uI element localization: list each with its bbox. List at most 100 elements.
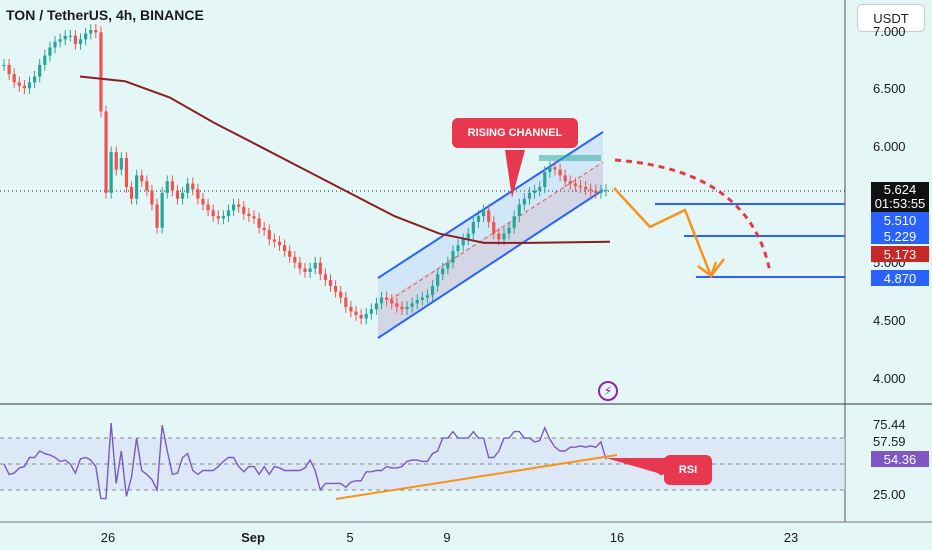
candle-body[interactable] (78, 39, 83, 44)
candle-body[interactable] (568, 181, 572, 184)
candle-body[interactable] (124, 157, 129, 188)
candle-body[interactable] (84, 33, 88, 40)
candle-body[interactable] (532, 190, 537, 193)
channel-lower-line[interactable] (377, 189, 604, 339)
rsi-callout[interactable]: RSI (664, 455, 712, 485)
candle-body[interactable] (379, 297, 384, 304)
candle-body[interactable] (420, 297, 424, 300)
candle-body[interactable] (385, 297, 389, 300)
candle-body[interactable] (400, 306, 404, 310)
candle-body[interactable] (12, 74, 16, 83)
candle-body[interactable] (175, 190, 180, 199)
candle-body[interactable] (237, 204, 241, 207)
candle-body[interactable] (99, 32, 103, 112)
candle-body[interactable] (589, 189, 593, 191)
candle-body[interactable] (471, 221, 475, 234)
candle-body[interactable] (599, 190, 603, 193)
candle-body[interactable] (476, 216, 481, 222)
main-pane[interactable] (0, 0, 845, 404)
candle-body[interactable] (364, 313, 368, 319)
rsi-line[interactable] (3, 422, 607, 500)
candle-body[interactable] (201, 198, 205, 205)
candle-body[interactable] (308, 268, 312, 272)
candle-body[interactable] (109, 152, 113, 193)
candle-body[interactable] (277, 241, 282, 246)
rsi-current-tag[interactable]: 54.36 (871, 451, 929, 467)
candle-body[interactable] (328, 280, 333, 286)
candle-body[interactable] (114, 152, 118, 170)
candle-body[interactable] (583, 187, 588, 190)
candle-body[interactable] (247, 213, 251, 217)
candle-body[interactable] (216, 216, 220, 219)
candle-body[interactable] (369, 309, 373, 314)
candle-body[interactable] (145, 181, 149, 191)
candle-body[interactable] (522, 198, 526, 205)
candle-body[interactable] (558, 169, 562, 176)
candle-body[interactable] (191, 183, 195, 190)
candle-body[interactable] (354, 311, 358, 316)
candle-body[interactable] (313, 262, 317, 269)
candle-body[interactable] (410, 303, 414, 307)
candle-body[interactable] (155, 204, 159, 228)
candle-body[interactable] (68, 35, 72, 37)
candle-body[interactable] (456, 245, 460, 252)
candle-body[interactable] (512, 216, 516, 228)
level-tag-2[interactable]: 5.229 (871, 228, 929, 244)
candle-body[interactable] (38, 64, 42, 77)
candle-body[interactable] (481, 210, 486, 217)
candle-body[interactable] (17, 82, 21, 86)
candle-body[interactable] (446, 262, 450, 269)
candle-body[interactable] (211, 210, 215, 217)
last-price-tag[interactable]: 5.624 01:53:55 (871, 182, 929, 212)
candle-body[interactable] (7, 64, 11, 75)
candle-body[interactable] (267, 230, 271, 240)
candle-body[interactable] (63, 35, 67, 40)
candle-body[interactable] (492, 221, 496, 234)
candle-body[interactable] (140, 175, 144, 182)
candle-body[interactable] (425, 295, 430, 298)
candle-body[interactable] (507, 227, 511, 234)
candle-body[interactable] (262, 227, 266, 231)
candle-body[interactable] (573, 183, 577, 186)
candle-body[interactable] (242, 206, 246, 214)
candle-body[interactable] (543, 171, 547, 188)
moving-average-tag[interactable]: 5.173 (871, 246, 929, 262)
candle-body[interactable] (502, 233, 506, 240)
rising-channel-callout[interactable]: RISING CHANNEL (452, 118, 578, 148)
candle-body[interactable] (48, 47, 52, 56)
candle-body[interactable] (303, 268, 307, 272)
candle-body[interactable] (252, 216, 256, 219)
candle-body[interactable] (344, 297, 348, 307)
candle-body[interactable] (272, 239, 276, 242)
candle-body[interactable] (119, 157, 123, 170)
candle-body[interactable] (318, 262, 322, 275)
candle-body[interactable] (497, 233, 501, 240)
candle-body[interactable] (436, 274, 440, 286)
candle-body[interactable] (441, 268, 445, 275)
candle-body[interactable] (461, 239, 465, 246)
candle-body[interactable] (129, 187, 134, 199)
candle-body[interactable] (226, 210, 231, 217)
projection-path[interactable] (613, 187, 725, 279)
candle-body[interactable] (466, 233, 470, 240)
level-tag-1[interactable]: 5.510 (871, 212, 929, 228)
candle-body[interactable] (334, 285, 338, 292)
currency-button[interactable]: USDT (857, 4, 925, 32)
candle-body[interactable] (349, 306, 353, 312)
candle-body[interactable] (298, 262, 302, 269)
candle-body[interactable] (94, 30, 98, 33)
candle-body[interactable] (430, 285, 435, 296)
candle-body[interactable] (288, 251, 292, 257)
candle-body[interactable] (53, 41, 57, 48)
candle-body[interactable] (160, 192, 164, 228)
candle-body[interactable] (517, 204, 521, 217)
candle-body[interactable] (339, 291, 343, 298)
candle-body[interactable] (257, 218, 261, 228)
candle-body[interactable] (359, 315, 363, 319)
candle-body[interactable] (206, 204, 210, 211)
candle-body[interactable] (578, 185, 583, 188)
candle-body[interactable] (538, 187, 542, 191)
candle-body[interactable] (487, 210, 491, 222)
symbol-title[interactable]: TON / TetherUS, 4h, BINANCE (6, 7, 204, 23)
